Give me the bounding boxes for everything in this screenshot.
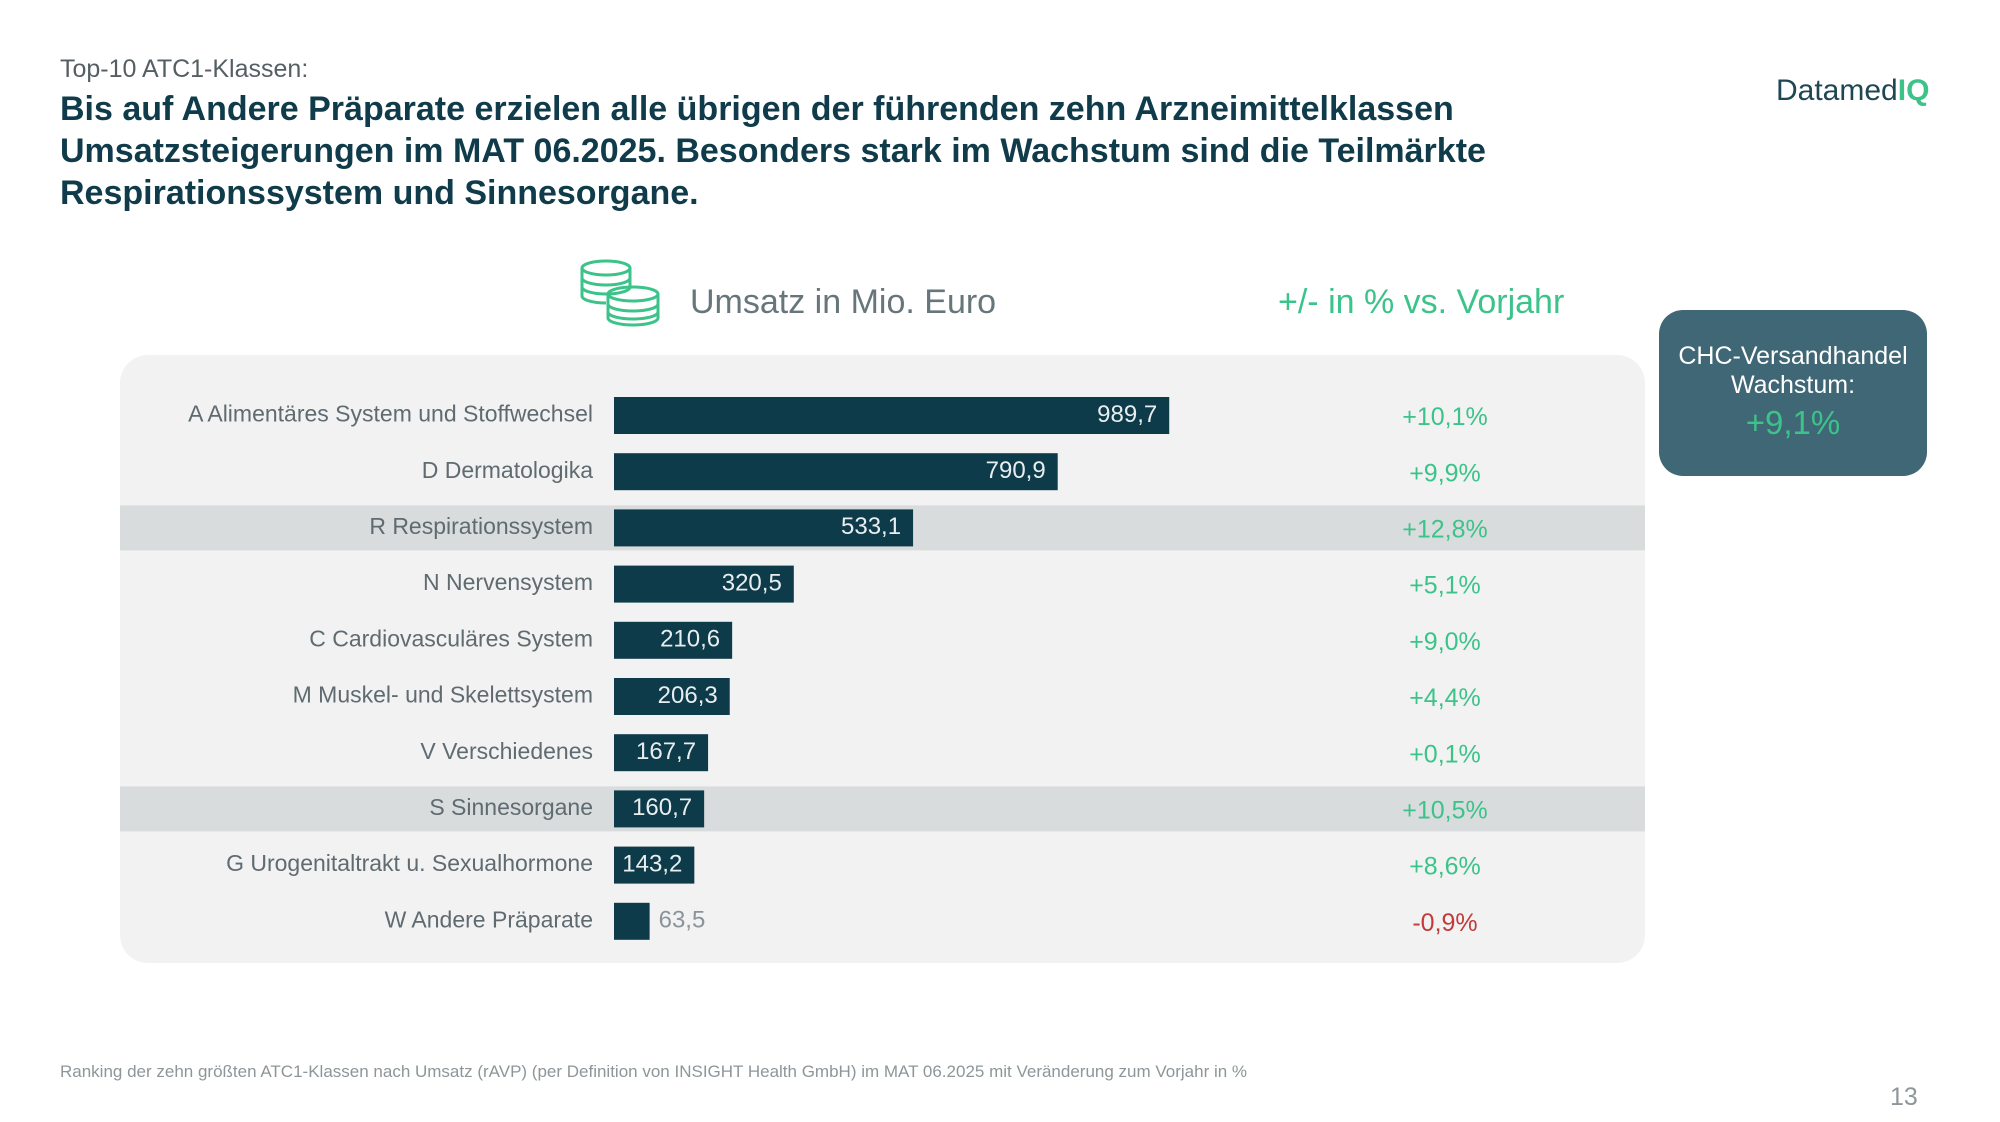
category-label: D Dermatologika xyxy=(422,457,593,483)
datamediq-logo: DatamedIQ xyxy=(1776,74,1929,108)
chc-growth-value: +9,1% xyxy=(1745,404,1841,441)
bar-value-label: 167,7 xyxy=(636,738,696,765)
bar-value-label: 160,7 xyxy=(632,794,692,821)
category-label: S Sinnesorgane xyxy=(429,794,593,820)
change-label: +8,6% xyxy=(1409,853,1481,881)
bar-value-label: 210,6 xyxy=(660,626,720,653)
category-label: R Respirationssystem xyxy=(369,513,593,539)
change-label: +12,8% xyxy=(1402,516,1488,544)
logo-accent: IQ xyxy=(1897,74,1930,107)
change-label: +0,1% xyxy=(1409,740,1481,768)
change-label: +5,1% xyxy=(1409,572,1481,600)
highlight-row xyxy=(120,786,1645,832)
category-label: V Verschiedenes xyxy=(420,738,593,764)
chc-growth-box: CHC-Versandhandel Wachstum: +9,1% xyxy=(1659,310,1927,476)
chc-growth-label: CHC-Versandhandel Wachstum: xyxy=(1678,342,1908,399)
bar xyxy=(614,509,914,547)
slide-subtitle: Top-10 ATC1-Klassen: xyxy=(60,55,309,83)
bar xyxy=(614,397,1170,434)
bar-value-label: 320,5 xyxy=(722,569,782,596)
category-label: C Cardiovasculäres System xyxy=(309,625,593,651)
bar xyxy=(614,678,730,715)
category-label: N Nervensystem xyxy=(423,569,593,595)
category-label: G Urogenitaltrakt u. Sexualhormone xyxy=(226,850,593,876)
change-label: +4,4% xyxy=(1409,684,1481,712)
page-number: 13 xyxy=(1890,1083,1918,1111)
bar xyxy=(614,621,733,659)
column-header-revenue: Umsatz in Mio. Euro xyxy=(690,283,997,321)
bar xyxy=(614,790,705,828)
logo-text: Datamed xyxy=(1776,74,1898,107)
bar xyxy=(614,734,709,772)
coins-icon xyxy=(580,259,660,327)
footnote: Ranking der zehn größten ATC1-Klassen na… xyxy=(60,1062,1248,1081)
change-label: +9,9% xyxy=(1409,459,1481,487)
slide-headline: Bis auf Andere Präparate erzielen alle ü… xyxy=(60,90,1486,212)
change-label: -0,9% xyxy=(1412,909,1477,937)
bar xyxy=(614,902,650,940)
bar-value-label: 206,3 xyxy=(658,682,718,709)
bar-value-label: 63,5 xyxy=(659,907,706,934)
bar xyxy=(614,453,1058,491)
bar-value-label: 533,1 xyxy=(841,513,901,540)
category-label: A Alimentäres System und Stoffwechsel xyxy=(188,401,593,427)
bar xyxy=(614,565,794,603)
column-header-change: +/- in % vs. Vorjahr xyxy=(1278,283,1565,321)
change-label: +10,5% xyxy=(1402,797,1488,825)
bar-value-label: 989,7 xyxy=(1097,401,1157,428)
category-label: M Muskel- und Skelettsystem xyxy=(293,682,593,708)
bar-value-label: 143,2 xyxy=(622,850,682,877)
change-label: +10,1% xyxy=(1402,403,1488,431)
category-label: W Andere Präparate xyxy=(385,906,593,932)
bar-value-label: 790,9 xyxy=(986,457,1046,484)
change-label: +9,0% xyxy=(1409,628,1481,656)
bar xyxy=(614,846,695,884)
